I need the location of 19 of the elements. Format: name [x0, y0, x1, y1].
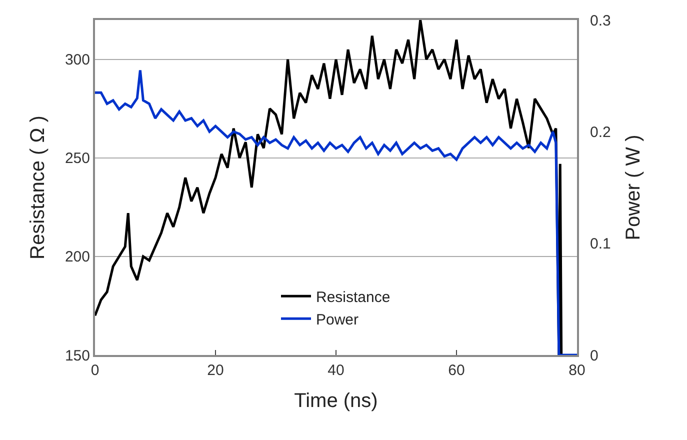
x-tick-label: 0 [90, 362, 100, 379]
legend-label: Power [316, 312, 359, 328]
y-tick-label: 200 [64, 248, 90, 266]
x-axis-title: Time (ns) [294, 390, 378, 412]
line-series [95, 69, 577, 355]
y2-tick-label: 0.2 [590, 124, 611, 141]
y2-tick-label: 0.1 [590, 236, 611, 253]
x-tick-label: 60 [448, 362, 465, 379]
y-tick-label: 150 [64, 347, 90, 364]
y-axis-title: Resistance ( Ω ) [26, 116, 49, 260]
x-tick-label: 40 [328, 362, 344, 379]
legend-label: Resistance [316, 289, 390, 306]
y-tick-label: 300 [64, 52, 90, 69]
y2-tick-label: 0 [590, 347, 598, 364]
x-tick-label: 20 [207, 362, 224, 379]
y2-axis-title: Power ( W ) [622, 134, 644, 240]
y2-tick-label: 0.3 [590, 12, 611, 30]
y-tick-label: 250 [64, 150, 90, 168]
x-tick-label: 80 [568, 362, 586, 379]
